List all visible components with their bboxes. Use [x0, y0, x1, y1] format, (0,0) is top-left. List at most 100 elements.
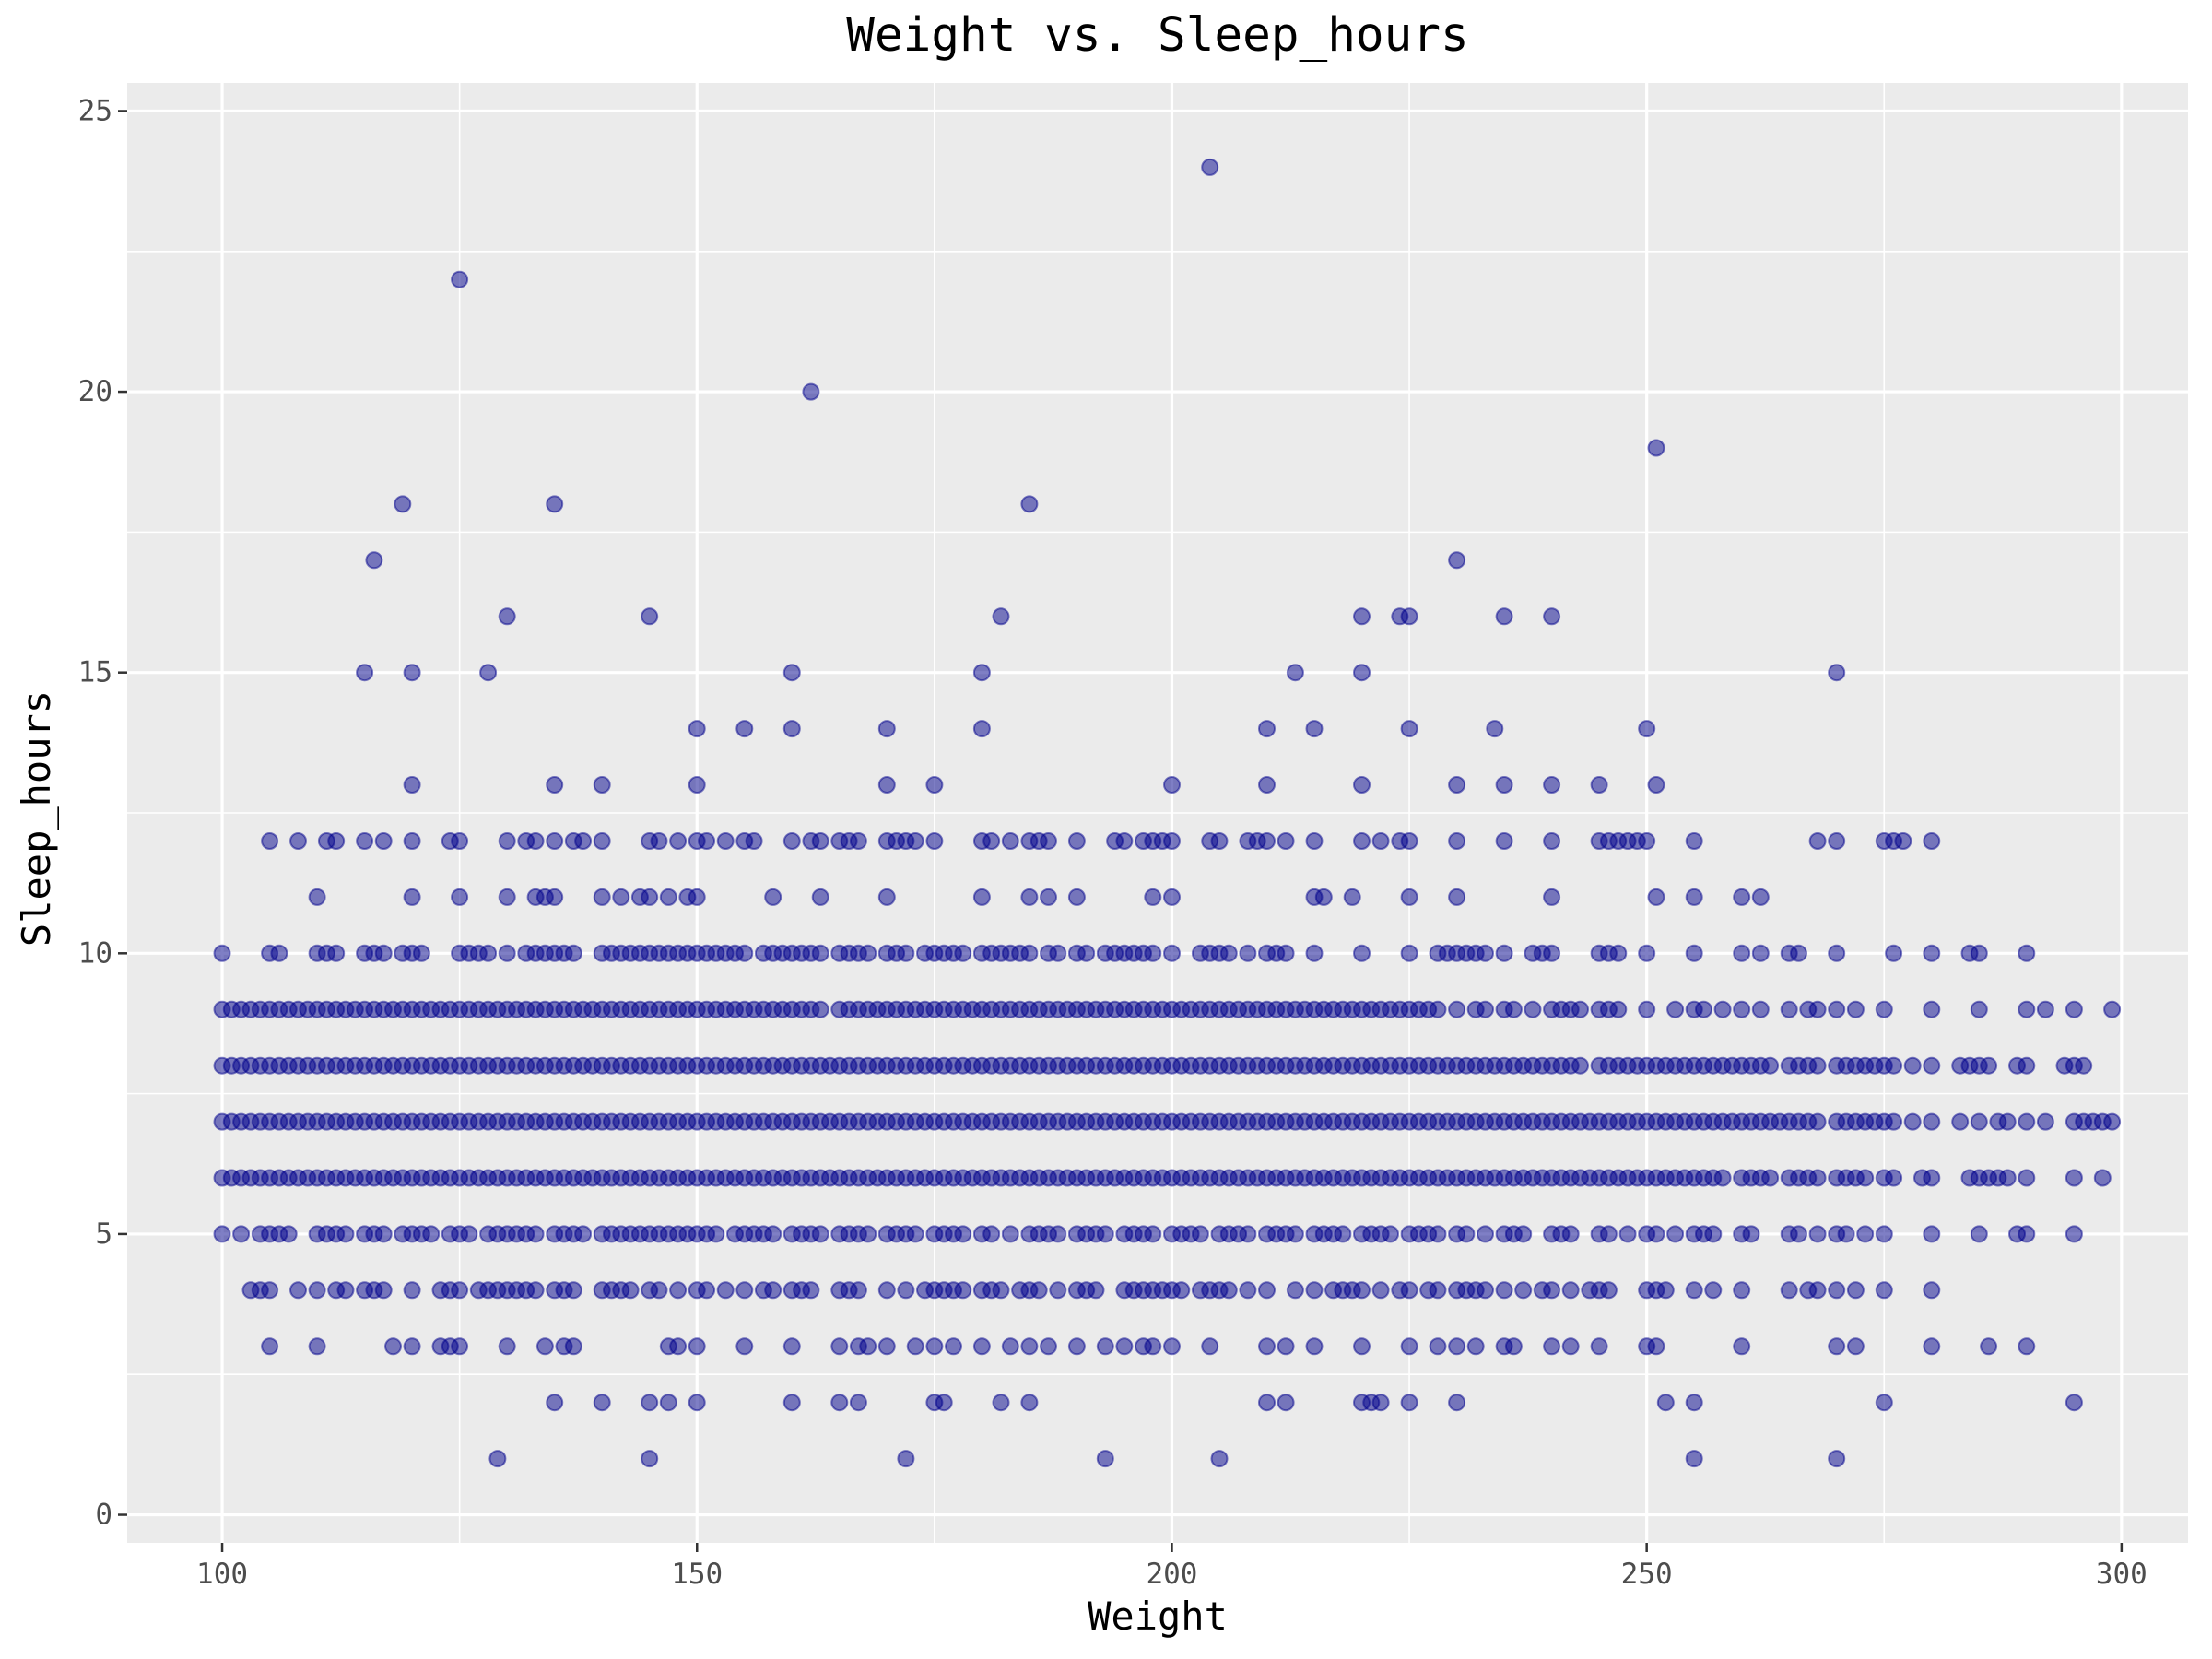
data-point [1429, 1225, 1447, 1243]
data-point [232, 1225, 251, 1243]
data-point [992, 1281, 1010, 1300]
data-point [451, 1281, 469, 1300]
data-point [1429, 1000, 1447, 1018]
data-point [1733, 1000, 1751, 1018]
data-point [1808, 1056, 1827, 1075]
data-point [1448, 551, 1466, 570]
data-point [374, 1225, 393, 1243]
data-point [897, 1281, 915, 1300]
data-point [954, 1225, 972, 1243]
data-point [1923, 1000, 1941, 1018]
data-point [1543, 776, 1561, 794]
x-tick-label: 150 [671, 1558, 723, 1591]
data-point [1903, 1112, 1922, 1131]
data-point [1040, 1337, 1057, 1356]
data-point [688, 888, 706, 906]
data-point [1894, 832, 1912, 850]
data-point [1638, 720, 1656, 738]
data-point [641, 1394, 659, 1412]
data-point [1647, 439, 1665, 457]
data-point [564, 1281, 582, 1300]
data-point [403, 1337, 421, 1356]
data-point [1477, 1281, 1494, 1300]
data-point [2018, 1112, 2036, 1131]
data-point [1495, 607, 1513, 626]
data-point [1343, 888, 1361, 906]
data-point [1856, 1225, 1875, 1243]
data-point [1903, 1056, 1922, 1075]
data-point [1504, 1000, 1523, 1018]
data-point [972, 664, 991, 682]
data-point [1590, 1337, 1608, 1356]
data-point [1998, 1169, 2017, 1187]
data-point [2018, 1056, 2036, 1075]
data-point [1846, 1281, 1865, 1300]
data-point [1239, 1225, 1257, 1243]
data-point [1685, 944, 1703, 962]
data-point [1790, 944, 1807, 962]
data-point [546, 776, 564, 794]
data-point [2103, 1000, 2122, 1018]
data-point [982, 832, 1001, 850]
data-point [849, 1281, 867, 1300]
data-point [972, 720, 991, 738]
data-point [451, 1337, 469, 1356]
data-point [374, 832, 393, 850]
data-point [1685, 1394, 1703, 1412]
data-point [707, 1225, 725, 1243]
data-point [1713, 1000, 1732, 1018]
data-point [1733, 1337, 1751, 1356]
data-point [1448, 832, 1466, 850]
data-point [621, 1281, 640, 1300]
data-point [925, 1337, 944, 1356]
data-point [1353, 832, 1371, 850]
data-point [261, 1281, 279, 1300]
data-point [906, 1337, 924, 1356]
data-point [1020, 495, 1039, 513]
data-point [1163, 888, 1181, 906]
data-point [1704, 1225, 1723, 1243]
data-point [1163, 776, 1181, 794]
data-point [1846, 1337, 1865, 1356]
data-point [2065, 1394, 2083, 1412]
data-point [1543, 888, 1561, 906]
data-point [669, 1337, 688, 1356]
data-point [1144, 1337, 1162, 1356]
data-point [688, 776, 706, 794]
data-point [1067, 1337, 1086, 1356]
data-point [1020, 1337, 1039, 1356]
data-point [849, 832, 867, 850]
data-point [308, 1281, 326, 1300]
data-point [1448, 1394, 1466, 1412]
data-point [2065, 1169, 2083, 1187]
data-point [802, 382, 820, 401]
data-point [1685, 888, 1703, 906]
data-point [1618, 1225, 1637, 1243]
data-point [735, 1337, 754, 1356]
data-point [954, 1281, 972, 1300]
data-point [2036, 1000, 2054, 1018]
data-point [1561, 1225, 1580, 1243]
data-point [1353, 1281, 1371, 1300]
data-point [488, 1450, 507, 1468]
data-point [1277, 1394, 1295, 1412]
data-point [1382, 1225, 1399, 1243]
data-point [1258, 720, 1276, 738]
data-point [1695, 1000, 1712, 1018]
data-point [925, 832, 944, 850]
data-point [1856, 1169, 1875, 1187]
data-point [1885, 1056, 1903, 1075]
data-point [830, 1337, 849, 1356]
data-point [1923, 1281, 1941, 1300]
data-point [859, 944, 877, 962]
data-point [279, 1225, 298, 1243]
data-point [1970, 1225, 1988, 1243]
data-point [374, 1281, 393, 1300]
data-point [1371, 1281, 1390, 1300]
chart-title: Weight vs. Sleep_hours [846, 8, 1469, 63]
data-point [641, 888, 659, 906]
data-point [811, 1225, 830, 1243]
data-point [384, 1337, 402, 1356]
data-point [1885, 1169, 1903, 1187]
data-point [716, 1281, 735, 1300]
